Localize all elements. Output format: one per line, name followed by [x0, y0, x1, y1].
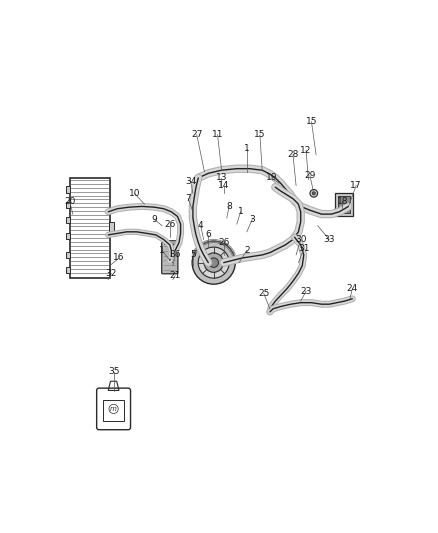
Bar	[292, 235, 297, 239]
Circle shape	[198, 247, 229, 278]
Text: m: m	[110, 406, 117, 412]
Text: 23: 23	[300, 287, 312, 296]
Text: 36: 36	[170, 251, 181, 260]
Text: 21: 21	[170, 271, 181, 280]
Text: 14: 14	[218, 181, 230, 190]
Text: 2: 2	[244, 246, 250, 255]
Text: 31: 31	[298, 244, 310, 253]
Bar	[196, 175, 201, 180]
Circle shape	[273, 176, 277, 180]
Text: 4: 4	[198, 221, 203, 230]
Text: 35: 35	[108, 367, 119, 376]
Text: 5: 5	[190, 251, 196, 260]
Text: 26: 26	[164, 220, 176, 229]
Bar	[66, 267, 71, 273]
Text: 9: 9	[152, 215, 157, 224]
Text: 26: 26	[218, 238, 230, 247]
Text: 6: 6	[205, 230, 211, 239]
Bar	[335, 193, 353, 216]
Bar	[70, 178, 110, 278]
Text: 20: 20	[64, 197, 75, 206]
Circle shape	[206, 261, 210, 264]
Circle shape	[310, 189, 318, 197]
Circle shape	[106, 210, 110, 214]
Text: 10: 10	[129, 189, 140, 198]
Text: 27: 27	[191, 130, 202, 139]
Text: 28: 28	[287, 150, 299, 159]
Bar	[274, 185, 278, 189]
Text: 30: 30	[295, 235, 307, 244]
Text: 15: 15	[254, 130, 265, 139]
Bar	[196, 175, 201, 180]
Circle shape	[268, 174, 272, 177]
Bar	[268, 172, 272, 175]
Bar	[103, 400, 124, 421]
Text: 18: 18	[336, 197, 348, 206]
Circle shape	[192, 241, 235, 284]
Text: 8: 8	[226, 202, 232, 211]
Text: 3: 3	[249, 215, 255, 224]
Bar	[268, 310, 272, 313]
Bar	[66, 252, 71, 258]
Text: 32: 32	[106, 269, 117, 278]
Text: 29: 29	[304, 171, 316, 180]
Circle shape	[209, 258, 219, 268]
Text: 15: 15	[306, 117, 317, 126]
Bar	[66, 217, 71, 223]
Bar	[66, 187, 71, 192]
Text: 25: 25	[258, 289, 269, 298]
Bar	[66, 232, 71, 239]
Circle shape	[106, 233, 110, 237]
Text: 24: 24	[346, 284, 358, 293]
Circle shape	[204, 253, 223, 272]
Bar	[66, 202, 71, 208]
Text: 12: 12	[300, 146, 312, 155]
Bar	[109, 222, 113, 234]
Text: 13: 13	[215, 173, 227, 182]
Text: 7: 7	[185, 194, 191, 203]
Text: 19: 19	[266, 173, 277, 182]
Text: 33: 33	[323, 235, 335, 244]
Text: 16: 16	[113, 254, 125, 262]
FancyBboxPatch shape	[162, 242, 178, 274]
Bar	[164, 240, 176, 244]
Text: 1: 1	[238, 207, 244, 216]
Bar	[338, 196, 350, 213]
Bar	[168, 258, 172, 262]
Circle shape	[312, 192, 315, 195]
Text: 1: 1	[244, 144, 250, 153]
Text: 34: 34	[185, 176, 196, 185]
Text: 17: 17	[350, 181, 362, 190]
Text: 1: 1	[159, 246, 165, 255]
Text: 11: 11	[212, 130, 223, 139]
